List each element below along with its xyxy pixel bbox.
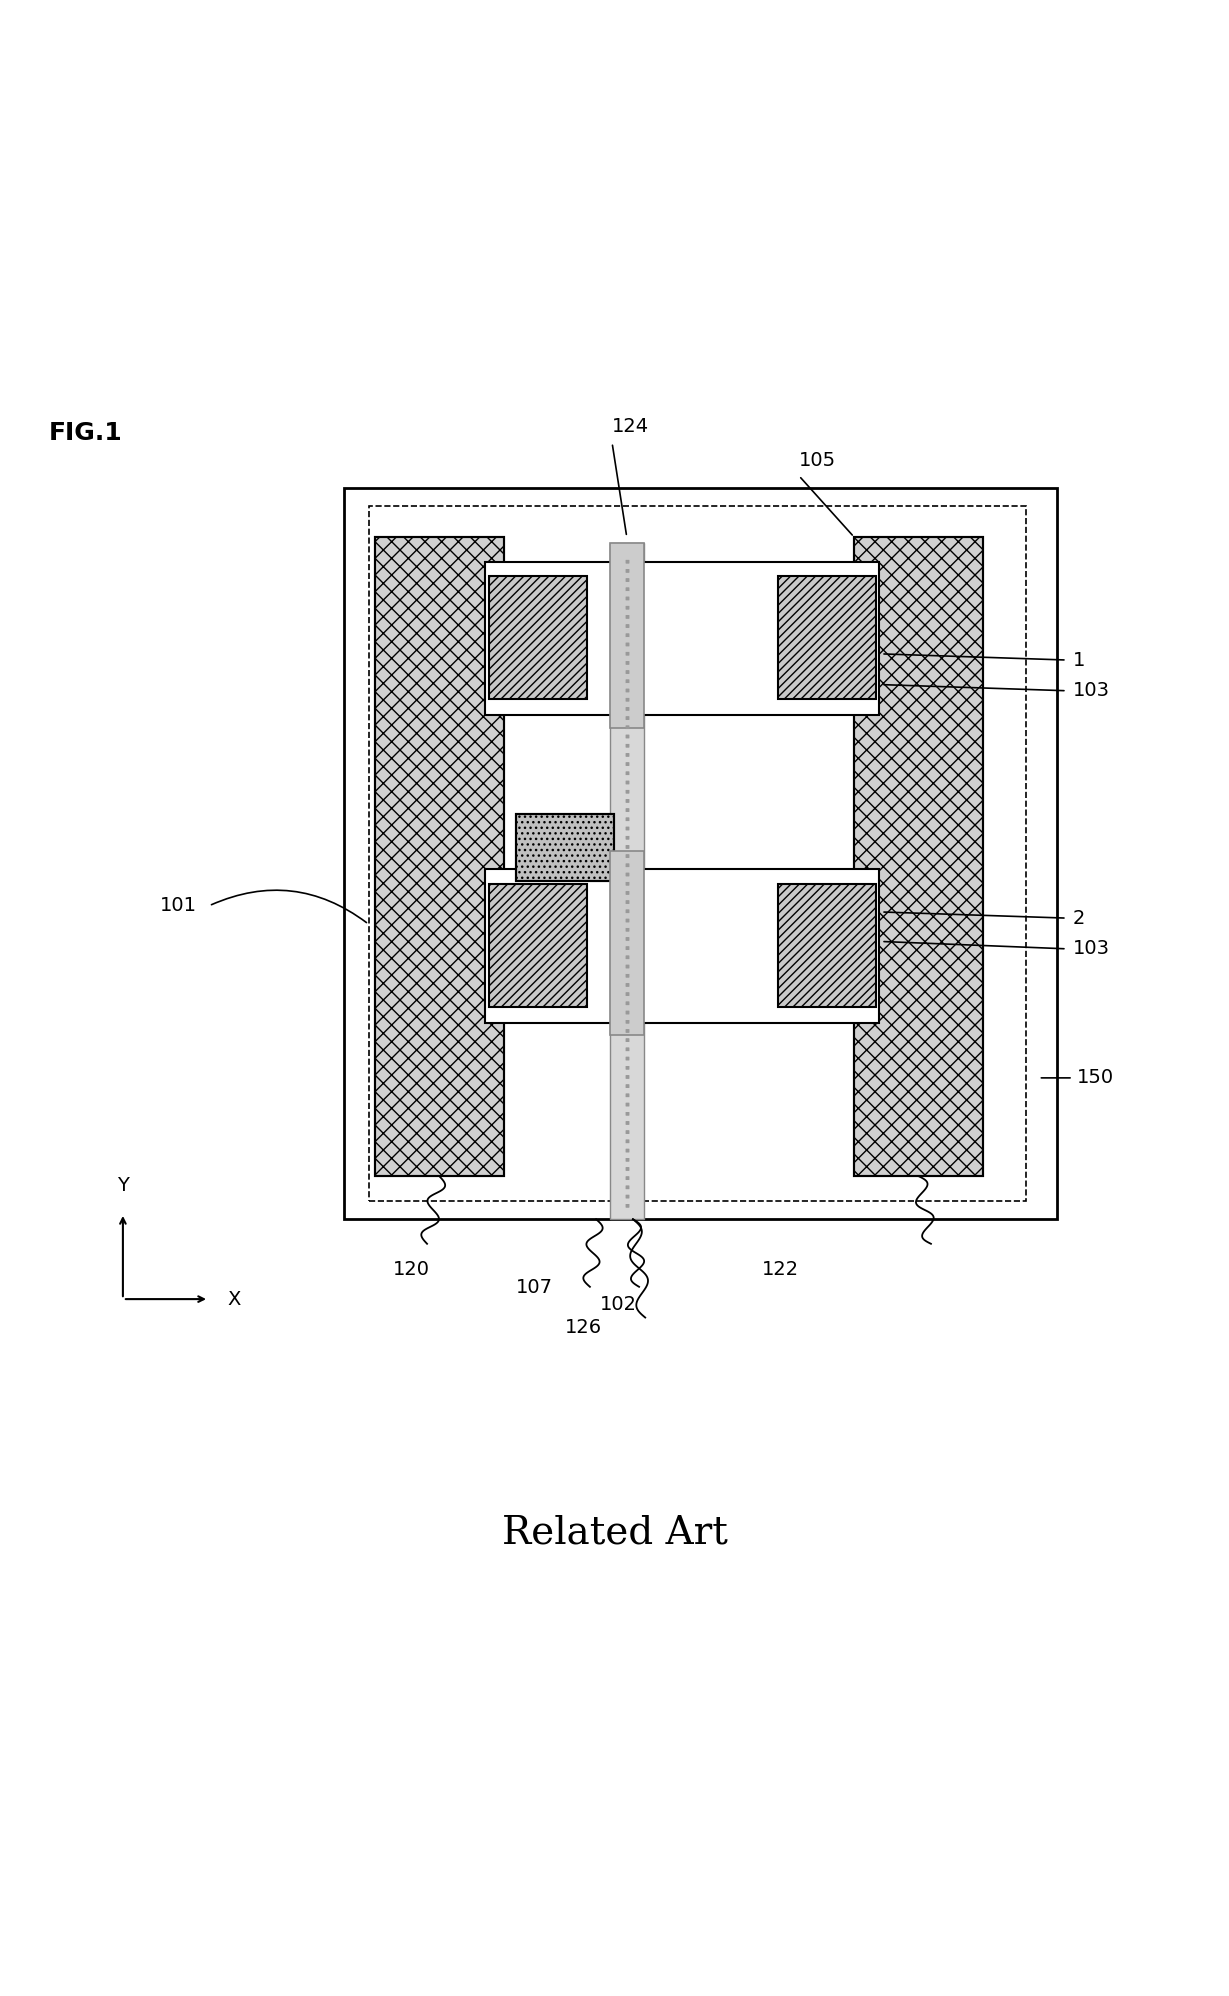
Bar (778, 884, 876, 1006)
Bar (375, 537, 504, 1176)
Text: 2: 2 (1073, 908, 1085, 928)
Text: 122: 122 (762, 1259, 799, 1279)
Text: 150: 150 (1077, 1068, 1113, 1088)
Text: Y: Y (117, 1176, 129, 1196)
Bar (485, 868, 879, 1022)
Text: X: X (227, 1289, 241, 1309)
Text: 107: 107 (516, 1277, 553, 1297)
Bar (516, 814, 614, 882)
Bar (778, 577, 876, 699)
Text: Related Art: Related Art (501, 1515, 728, 1551)
Text: 126: 126 (565, 1317, 602, 1337)
Bar (489, 577, 587, 699)
Bar (489, 884, 587, 1006)
Text: 105: 105 (799, 451, 836, 469)
Bar (610, 850, 644, 1034)
Bar (854, 537, 983, 1176)
Bar (375, 537, 504, 1176)
Bar (610, 543, 644, 1220)
Text: FIG.1: FIG.1 (49, 421, 123, 445)
Text: 102: 102 (600, 1295, 637, 1315)
Text: 124: 124 (612, 417, 649, 437)
Bar (516, 814, 614, 882)
Bar (344, 487, 1057, 1220)
Text: 1: 1 (1073, 651, 1085, 669)
Bar (610, 543, 644, 729)
Bar (485, 561, 879, 715)
Text: 101: 101 (160, 896, 197, 916)
Bar (369, 507, 1026, 1202)
Text: 103: 103 (1073, 681, 1110, 701)
Text: 103: 103 (1073, 940, 1110, 958)
Bar (854, 537, 983, 1176)
Text: 120: 120 (393, 1259, 430, 1279)
